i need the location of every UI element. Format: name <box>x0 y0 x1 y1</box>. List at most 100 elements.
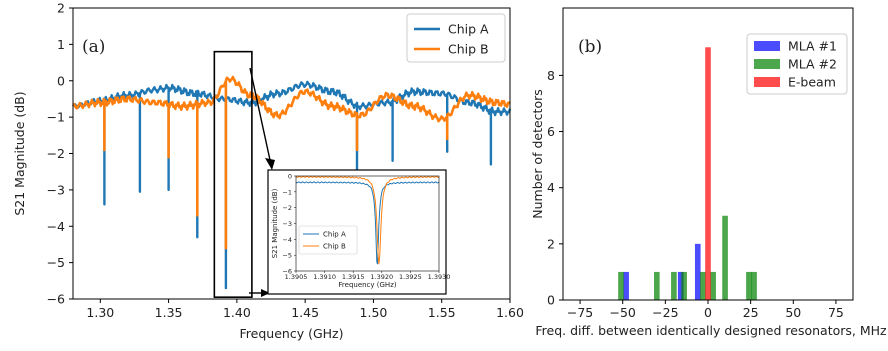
y-tick-label: −4 <box>47 219 65 234</box>
panel-a: (a) 1.30 1.35 1.40 1.45 1.50 1.55 1.60 −6 −5 −4 −3… <box>12 1 524 342</box>
inset-x-tick-label: 1.3920 <box>370 273 393 281</box>
inset-y-tick-label: −3 <box>282 220 292 228</box>
inset-legend: Chip A Chip B <box>298 225 358 255</box>
y-axis-label: Number of detectors <box>530 89 545 219</box>
y-tick-label: −2 <box>47 146 65 161</box>
y-tick-label: 0 <box>57 73 65 88</box>
inset-chart: 1.3905 1.3910 1.3915 1.3920 1.3925 1.3930 0 −1 −… <box>267 169 451 295</box>
y-tick-label: 8 <box>547 68 555 83</box>
legend-entry: MLA #1 <box>788 39 837 54</box>
resonance-dip-point <box>167 188 170 191</box>
x-tick-label: 1.30 <box>86 305 114 320</box>
y-tick-label: 4 <box>547 180 555 195</box>
histogram-bar-mla-2 <box>722 215 728 300</box>
histogram-bar-mla-2 <box>654 271 660 300</box>
y-tick-label: 1 <box>57 37 65 52</box>
y-tick-label: 0 <box>547 293 555 308</box>
x-tick-label: 1.55 <box>428 305 456 320</box>
x-axis-label: Freq. diff. between identically designed… <box>535 323 887 338</box>
inset-x-tick-label: 1.3905 <box>285 273 308 281</box>
y-axis-label: S21 Magnitude (dB) <box>12 91 27 215</box>
resonance-dip-point <box>356 148 358 151</box>
inset-legend-entry: Chip B <box>323 243 346 251</box>
x-tick-label: 1.45 <box>291 305 319 320</box>
resonance-dip-point <box>103 203 106 206</box>
x-tick-label: 1.35 <box>155 305 183 320</box>
resonance-dip-point <box>225 287 227 289</box>
histogram-bar-e-beam <box>705 47 711 300</box>
legend-swatch <box>754 77 780 87</box>
resonance-dip-point <box>196 236 199 239</box>
histogram-bar-mla-2 <box>681 271 687 300</box>
histogram-bar-mla-2 <box>751 271 757 300</box>
inset-y-tick-label: 0 <box>288 173 292 181</box>
inset-series-line-chip-a <box>295 181 440 265</box>
inset-y-tick-label: −2 <box>282 204 292 212</box>
x-tick-label: 50 <box>785 305 801 320</box>
x-tick-label: 1.50 <box>360 305 388 320</box>
x-tick-label: 75 <box>828 305 844 320</box>
inset-y-tick-label: −5 <box>282 252 292 260</box>
resonance-dip-point <box>489 163 492 166</box>
x-tick-label: 1.60 <box>496 305 524 320</box>
x-tick-label: 25 <box>743 305 759 320</box>
y-tick-label: 6 <box>547 124 555 139</box>
resonance-dip-point <box>446 150 449 153</box>
legend-entry: Chip A <box>448 22 489 37</box>
histogram-bar-mla-2 <box>746 271 752 300</box>
x-tick-label: 1.40 <box>223 305 251 320</box>
panel-b-label: (b) <box>578 37 602 57</box>
histogram-bar-mla-1 <box>677 271 684 300</box>
inset-y-tick-label: −4 <box>282 236 292 244</box>
y-tick-label: −1 <box>47 110 65 125</box>
resonance-dip-point <box>103 148 106 151</box>
histogram-bar-mla-1 <box>623 271 629 300</box>
legend-entry: E-beam <box>788 75 836 90</box>
resonance-dip-point <box>196 214 199 217</box>
histogram-bar-mla-1 <box>694 243 701 300</box>
legend: Chip A Chip B <box>406 13 506 63</box>
inset-legend-entry: Chip A <box>323 231 346 239</box>
inset-x-tick-label: 1.3925 <box>399 273 422 281</box>
legend-entry: Chip B <box>448 42 489 57</box>
zoom-arrow-head <box>265 158 275 170</box>
zoom-highlight-box <box>213 50 253 298</box>
resonance-dip-point <box>139 190 141 193</box>
inset-x-tick-label: 1.3910 <box>313 273 336 281</box>
legend: MLA #1 MLA #2 E-beam <box>746 33 848 95</box>
zoom-arrow-head-lower <box>261 289 270 297</box>
y-tick-label: 2 <box>57 1 65 16</box>
histogram-bar-mla-2 <box>700 271 706 300</box>
resonance-dip-point <box>225 247 227 249</box>
legend-swatch <box>754 41 780 51</box>
x-tick-label: −50 <box>610 305 636 320</box>
zoom-arrow <box>249 67 271 161</box>
inset-x-tick-label: 1.3915 <box>342 273 365 281</box>
panel-b: (b) −75 −50 −25 0 25 50 75 0 2 4 6 8 Freq. diff. bet… <box>530 7 887 338</box>
legend-entry: MLA #2 <box>788 57 837 72</box>
inset-x-tick-label: 1.3930 <box>428 273 451 281</box>
inset-y-tick-label: −6 <box>282 268 292 276</box>
series-line-chip-a <box>71 80 512 290</box>
y-tick-label: −3 <box>47 182 65 197</box>
inset-x-axis-label: Frequency (GHz) <box>338 281 396 289</box>
x-tick-label: 0 <box>704 305 712 320</box>
y-tick-label: 2 <box>547 236 555 251</box>
series-line-chip-b <box>72 75 511 250</box>
panel-a-label: (a) <box>82 37 105 57</box>
inset-y-axis-label: S21 Magnitude (dB) <box>271 188 279 258</box>
inset-y-tick-label: −1 <box>282 188 292 196</box>
inset-series-line-chip-b <box>295 175 440 265</box>
x-tick-label: −25 <box>652 305 678 320</box>
x-tick-label: −75 <box>567 305 593 320</box>
y-tick-label: −6 <box>47 292 65 307</box>
histogram-bar-mla-2 <box>618 271 624 300</box>
histogram-bar-mla-2 <box>671 271 677 300</box>
resonance-dip-point <box>391 159 394 162</box>
x-axis-label: Frequency (GHz) <box>240 326 344 341</box>
legend-swatch <box>754 59 780 69</box>
resonance-dip-point <box>446 138 449 140</box>
resonance-dip-point <box>167 156 170 159</box>
inset-legend-box <box>298 225 358 255</box>
